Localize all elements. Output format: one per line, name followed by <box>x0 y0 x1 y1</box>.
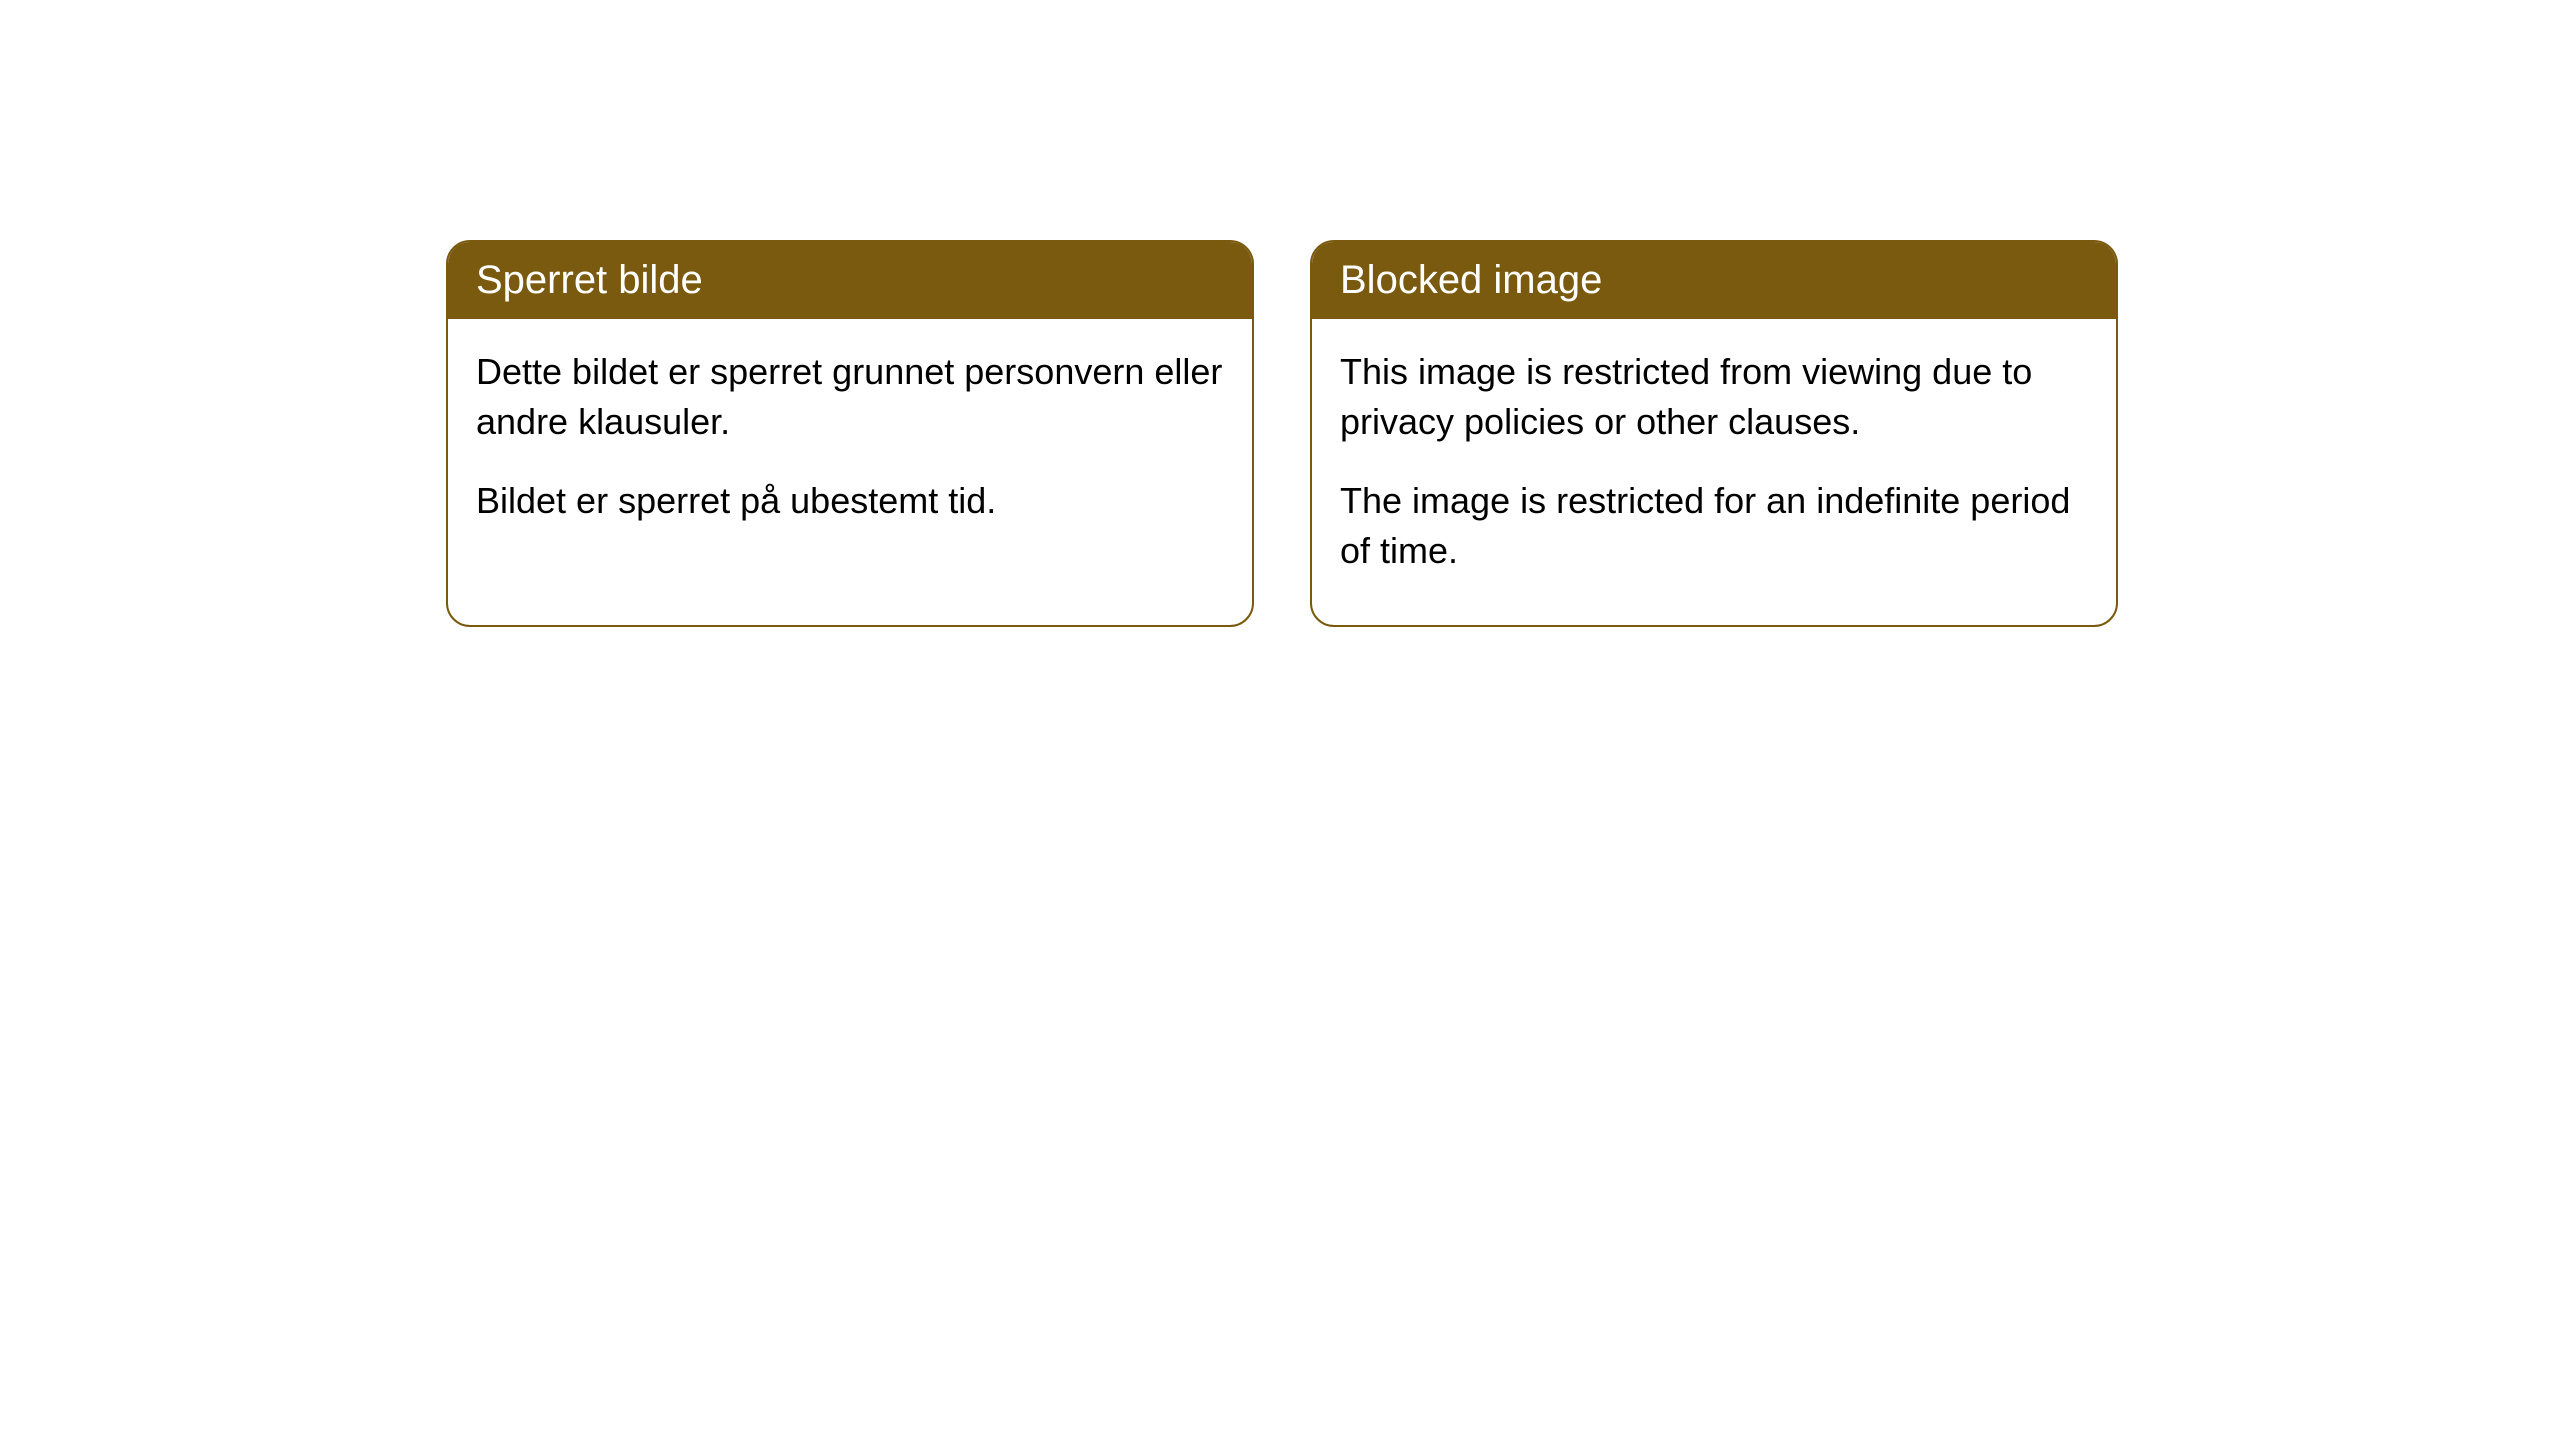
card-body-norwegian: Dette bildet er sperret grunnet personve… <box>448 319 1252 574</box>
card-title: Blocked image <box>1340 258 1602 302</box>
card-header-english: Blocked image <box>1312 242 2116 319</box>
card-paragraph: Bildet er sperret på ubestemt tid. <box>476 476 1224 526</box>
card-paragraph: This image is restricted from viewing du… <box>1340 347 2088 448</box>
cards-container: Sperret bilde Dette bildet er sperret gr… <box>446 240 2118 627</box>
blocked-image-card-norwegian: Sperret bilde Dette bildet er sperret gr… <box>446 240 1254 627</box>
blocked-image-card-english: Blocked image This image is restricted f… <box>1310 240 2118 627</box>
card-paragraph: Dette bildet er sperret grunnet personve… <box>476 347 1224 448</box>
card-header-norwegian: Sperret bilde <box>448 242 1252 319</box>
card-paragraph: The image is restricted for an indefinit… <box>1340 476 2088 577</box>
card-body-english: This image is restricted from viewing du… <box>1312 319 2116 625</box>
card-title: Sperret bilde <box>476 258 703 302</box>
